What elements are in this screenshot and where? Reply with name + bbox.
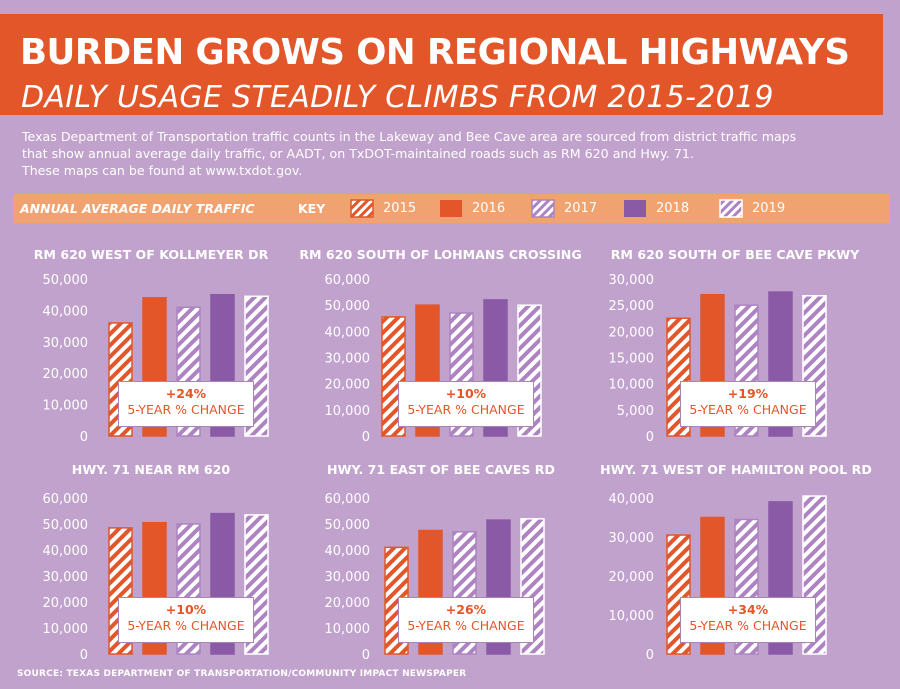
legend-swatch-hatch-orange: [350, 199, 374, 218]
y-tick-label: 30,000: [325, 352, 371, 367]
legend-label: 2018: [656, 201, 690, 216]
legend-label: 2015: [383, 201, 417, 216]
legend-swatch-hatch-white: [719, 199, 743, 218]
y-tick-label: 15,000: [609, 352, 655, 367]
y-tick-label: 50,000: [325, 518, 371, 533]
y-tick-label: 50,000: [43, 518, 89, 533]
change-percent: +19%: [727, 386, 769, 401]
y-tick-label: 30,000: [325, 570, 371, 585]
intro-line: Texas Department of Transportation traff…: [22, 129, 797, 144]
change-callout: +19% 5-YEAR % CHANGE: [680, 381, 816, 427]
y-tick-label: 0: [646, 430, 654, 445]
y-tick-label: 10,000: [609, 378, 655, 393]
change-callout: +10% 5-YEAR % CHANGE: [118, 597, 254, 643]
y-tick-label: 20,000: [43, 367, 89, 382]
change-label: 5-YEAR % CHANGE: [127, 618, 245, 633]
change-label: 5-YEAR % CHANGE: [689, 618, 807, 633]
y-tick-label: 10,000: [325, 404, 371, 419]
change-label: 5-YEAR % CHANGE: [407, 618, 525, 633]
change-label: 5-YEAR % CHANGE: [407, 402, 525, 417]
source-credit: SOURCE: TEXAS DEPARTMENT OF TRANSPORTATI…: [17, 669, 467, 679]
y-tick-label: 20,000: [325, 596, 371, 611]
y-tick-label: 0: [362, 430, 370, 445]
chart-title-rm620-bee-cave: RM 620 SOUTH OF BEE CAVE PKWY: [610, 247, 860, 262]
y-tick-label: 30,000: [43, 570, 89, 585]
change-callout: +10% 5-YEAR % CHANGE: [398, 381, 534, 427]
y-tick-label: 10,000: [43, 622, 89, 637]
change-percent: +34%: [727, 602, 769, 617]
chart-title-rm620-lohmans: RM 620 SOUTH OF LOHMANS CROSSING: [299, 247, 582, 262]
chart-title-hwy71-rm620: HWY. 71 NEAR RM 620: [71, 462, 231, 477]
legend-label: 2019: [752, 201, 786, 216]
y-tick-label: 20,000: [325, 378, 371, 393]
change-percent: +10%: [445, 386, 487, 401]
change-percent: +10%: [165, 602, 207, 617]
y-tick-label: 60,000: [325, 273, 371, 288]
chart-title-hwy71-hamilton-pool: HWY. 71 WEST OF HAMILTON POOL RD: [600, 462, 872, 477]
y-tick-label: 20,000: [609, 570, 655, 585]
change-label: 5-YEAR % CHANGE: [689, 402, 807, 417]
y-tick-label: 40,000: [43, 544, 89, 559]
y-tick-label: 50,000: [43, 273, 89, 288]
y-tick-label: 60,000: [325, 492, 371, 507]
chart-title-hwy71-bee-caves: HWY. 71 EAST OF BEE CAVES RD: [327, 462, 555, 477]
y-tick-label: 0: [362, 648, 370, 663]
y-tick-label: 50,000: [325, 299, 371, 314]
chart-title-rm620-kollmeyer: RM 620 WEST OF KOLLMEYER DR: [33, 247, 269, 262]
y-tick-label: 25,000: [609, 299, 655, 314]
change-percent: +24%: [165, 386, 207, 401]
intro-line: that show annual average daily traffic, …: [22, 146, 694, 161]
y-tick-label: 40,000: [43, 304, 89, 319]
intro-line: These maps can be found at www.txdot.gov…: [22, 163, 303, 178]
legend-label: 2017: [564, 201, 598, 216]
y-tick-label: 30,000: [609, 531, 655, 546]
y-tick-label: 60,000: [43, 492, 89, 507]
title-banner: BURDEN GROWS ON REGIONAL HIGHWAYS DAILY …: [0, 14, 883, 115]
y-tick-label: 0: [80, 648, 88, 663]
legend-label: 2016: [472, 201, 506, 216]
legend-title: ANNUAL AVERAGE DAILY TRAFFIC: [20, 201, 255, 216]
legend-bar: ANNUAL AVERAGE DAILY TRAFFIC KEY 2015 20…: [13, 194, 890, 223]
change-label: 5-YEAR % CHANGE: [127, 402, 245, 417]
legend-swatch-solid-purple: [624, 200, 646, 217]
intro-text: Texas Department of Transportation traff…: [22, 128, 882, 179]
y-tick-label: 10,000: [43, 399, 89, 414]
change-callout: +24% 5-YEAR % CHANGE: [118, 381, 254, 427]
y-tick-label: 0: [80, 430, 88, 445]
y-tick-label: 10,000: [325, 622, 371, 637]
legend-swatch-hatch-purple: [531, 199, 555, 218]
legend-swatch-solid-orange: [440, 200, 462, 217]
y-tick-label: 0: [646, 648, 654, 663]
legend-key-label: KEY: [298, 201, 326, 216]
y-tick-label: 20,000: [43, 596, 89, 611]
change-percent: +26%: [445, 602, 487, 617]
y-tick-label: 30,000: [609, 273, 655, 288]
y-tick-label: 40,000: [325, 325, 371, 340]
y-tick-label: 10,000: [609, 609, 655, 624]
y-tick-label: 40,000: [325, 544, 371, 559]
y-tick-label: 5,000: [617, 404, 654, 419]
y-tick-label: 40,000: [609, 492, 655, 507]
y-tick-label: 20,000: [609, 325, 655, 340]
page-subtitle: DAILY USAGE STEADILY CLIMBS FROM 2015-20…: [21, 80, 774, 115]
y-tick-label: 30,000: [43, 336, 89, 351]
change-callout: +26% 5-YEAR % CHANGE: [398, 597, 534, 643]
page-title: BURDEN GROWS ON REGIONAL HIGHWAYS: [20, 32, 850, 73]
change-callout: +34% 5-YEAR % CHANGE: [680, 597, 816, 643]
